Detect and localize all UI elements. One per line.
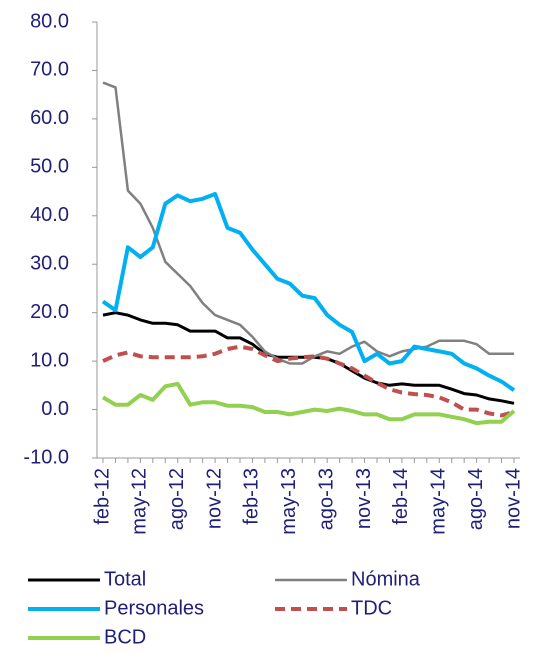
x-tick-label: nov-12 xyxy=(203,468,225,529)
x-tick-label: feb-13 xyxy=(241,468,263,525)
legend-label: Nómina xyxy=(351,568,421,590)
x-tick-label: may-12 xyxy=(129,468,151,535)
y-tick-label: 80.0 xyxy=(30,10,69,32)
x-tick-label: may-14 xyxy=(428,468,450,535)
y-tick-label: 0.0 xyxy=(41,398,69,420)
x-tick-label: ago-12 xyxy=(166,468,188,530)
y-tick-label: 20.0 xyxy=(30,301,69,323)
y-tick-label: 60.0 xyxy=(30,107,69,129)
x-tick-label: ago-13 xyxy=(315,468,337,530)
x-tick-label: nov-13 xyxy=(353,468,375,529)
y-tick-label: 30.0 xyxy=(30,253,69,275)
legend-label: Total xyxy=(104,568,146,590)
y-tick-label: 50.0 xyxy=(30,156,69,178)
legend-label: BCD xyxy=(104,626,146,648)
x-tick-label: feb-14 xyxy=(390,468,412,525)
x-tick-label: feb-12 xyxy=(91,468,113,525)
y-tick-label: 10.0 xyxy=(30,349,69,371)
y-tick-label: 40.0 xyxy=(30,204,69,226)
series-line xyxy=(101,192,516,392)
x-tick-label: may-13 xyxy=(278,468,300,535)
series-line xyxy=(102,344,515,418)
y-tick-label: -10.0 xyxy=(23,446,69,468)
y-tick-label: 70.0 xyxy=(30,59,69,81)
legend-label: Personales xyxy=(104,597,204,619)
series-line xyxy=(101,381,516,426)
x-tick-label: ago-14 xyxy=(465,468,487,530)
series-line xyxy=(102,81,514,365)
x-tick-label: nov-14 xyxy=(502,468,524,529)
legend-label: TDC xyxy=(351,597,392,619)
